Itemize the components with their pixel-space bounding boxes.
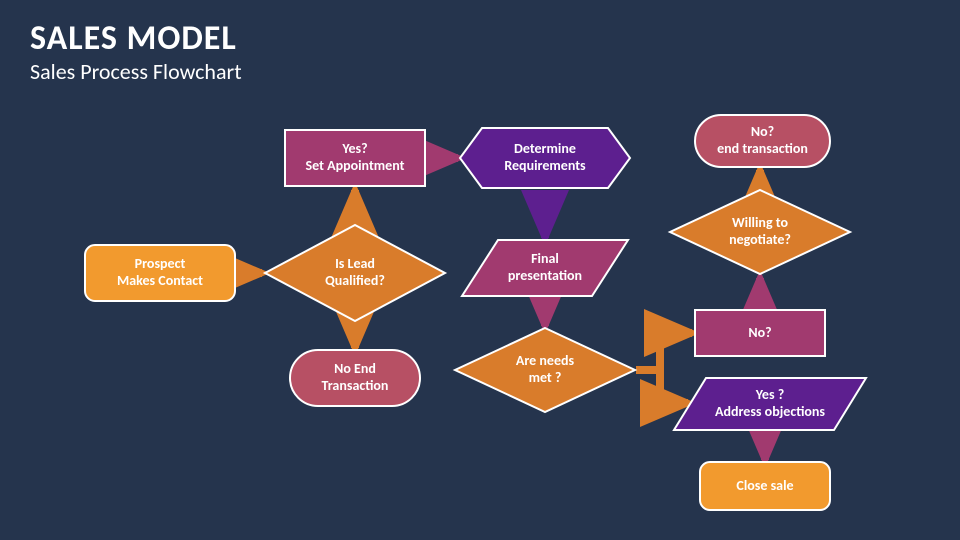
node-negotiate: Willing tonegotiate? bbox=[670, 190, 850, 274]
node-prospect: ProspectMakes Contact bbox=[85, 245, 235, 301]
node-close: Close sale bbox=[700, 462, 830, 510]
node-no_end1: No EndTransaction bbox=[290, 350, 420, 406]
node-no_box: No? bbox=[695, 310, 825, 356]
node-no_end2: No?end transaction bbox=[695, 115, 830, 167]
node-is_lead: Is LeadQualified? bbox=[265, 225, 445, 321]
node-determine: DetermineRequirements bbox=[460, 128, 630, 188]
node-final_pres: Finalpresentation bbox=[462, 240, 628, 296]
node-yes_addr: Yes ?Address objections bbox=[674, 378, 866, 430]
node-set_appt: Yes?Set Appointment bbox=[285, 130, 425, 186]
node-needs_met: Are needsmet ? bbox=[455, 328, 635, 412]
flowchart-canvas: ProspectMakes Contact Is LeadQualified? Ye… bbox=[0, 0, 960, 540]
